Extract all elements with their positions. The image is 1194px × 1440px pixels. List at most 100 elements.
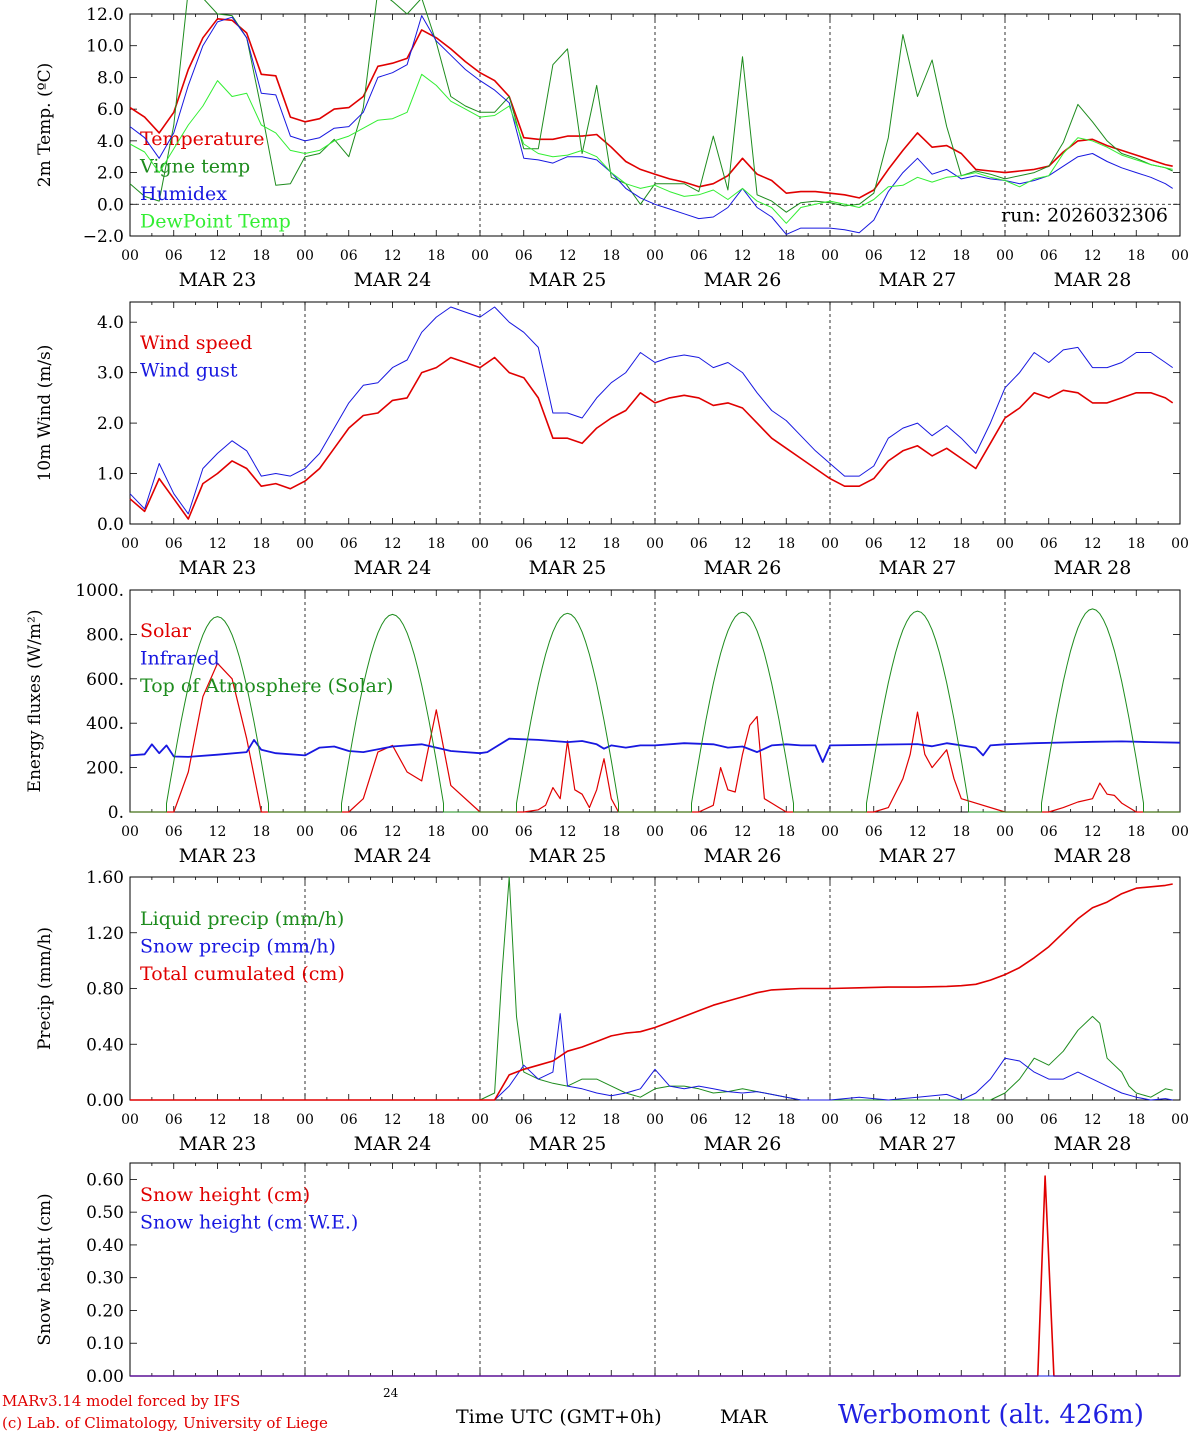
x-tick-label: 06 [690,824,708,840]
x-tick-label: 06 [515,824,533,840]
legend-entry: Snow precip (mm/h) [140,936,336,958]
x-tick-label: 00 [1171,536,1189,552]
x-tick-label: 00 [1171,1112,1189,1128]
x-tick-label: 12 [909,248,927,264]
series-line-red [130,883,1173,1101]
legend-entry: Humidex [140,183,227,205]
x-tick-label: 18 [1127,248,1145,264]
day-label: MAR 28 [1054,1133,1132,1155]
x-tick-label: 18 [427,536,445,552]
panel-precip: 00 06 12 18 00 06 12 18 00 06 12 18 00 06 12 18 00 06 12 18… [35,868,1189,1155]
day-label: MAR 27 [879,845,957,867]
x-tick-label: 12 [209,248,227,264]
x-tick-label: 18 [602,248,620,264]
y-tick-label: 12.0 [86,5,124,25]
y-tick-label: 0.60 [86,1170,124,1190]
x-tick-label: 18 [252,248,270,264]
series-line-blue [129,15,1173,235]
x-tick-label: 12 [909,536,927,552]
y-tick-label: 1000. [75,581,124,601]
series-line-red [129,18,1173,199]
x-tick-label: 12 [209,1112,227,1128]
day-label: MAR 26 [704,1133,782,1155]
x-tick-label: 12 [1084,536,1102,552]
day-label: MAR 25 [529,557,607,579]
y-tick-label: 1.0 [97,465,124,485]
y-tick-label: 4.0 [97,132,124,152]
x-tick-label: 18 [602,536,620,552]
y-tick-label: 0.0 [97,515,124,535]
y-tick-label: 3.0 [97,364,124,384]
day-label: MAR 27 [879,1133,957,1155]
y-tick-label: 2.0 [97,164,124,184]
x-tick-label: 12 [734,1112,752,1128]
x-tick-label: 06 [865,248,883,264]
day-label: MAR 24 [354,845,432,867]
x-tick-label: 18 [602,824,620,840]
x-tick-label: 00 [821,536,839,552]
y-tick-label: 0. [108,803,124,823]
month-label: MAR [720,1406,768,1428]
day-label: MAR 25 [529,269,607,291]
y-tick-label: 0.00 [86,1367,124,1387]
panel-snow: 0.00 0.10 0.20 0.30 0.40 0.50 0.60 Snow height … [35,1162,1181,1387]
x-axis-title: Time UTC (GMT+0h) [456,1406,662,1428]
day-label: MAR 26 [704,845,782,867]
series-line-lightgreen [129,73,1173,224]
x-tick-label: 06 [865,536,883,552]
panel-flux: 00 06 12 18 00 06 12 18 00 06 12 18 00 06 12 18 00 06 12 18… [25,581,1189,867]
panel-temp: 00 06 12 18 00 06 12 18 00 06 12 18 00 06 12 18 00 06 12 18… [35,0,1189,291]
y-axis-label: Snow height (cm) [35,1193,55,1345]
day-label: MAR 23 [179,557,257,579]
x-tick-label: 06 [865,1112,883,1128]
x-tick-label: 06 [340,824,358,840]
day-label: MAR 28 [1054,557,1132,579]
y-tick-label: 0.20 [86,1301,124,1321]
x-tick-label: 00 [1171,824,1189,840]
x-tick-label: 18 [952,536,970,552]
series-line-green [130,608,1180,813]
day-label: MAR 23 [179,269,257,291]
y-tick-label: 10.0 [86,37,124,57]
legend-entry: Infrared [140,648,220,670]
x-tick-label: 12 [559,1112,577,1128]
x-tick-label: 18 [777,536,795,552]
x-tick-label: 00 [646,1112,664,1128]
y-tick-label: 0.40 [86,1236,124,1256]
y-tick-label: 1.20 [86,924,124,944]
x-tick-label: 06 [515,536,533,552]
y-tick-label: −2.0 [83,227,124,247]
legend-entry: Solar [140,620,192,642]
x-tick-label: 12 [734,248,752,264]
x-tick-label: 00 [996,1112,1014,1128]
x-tick-label: 12 [1084,248,1102,264]
x-tick-label: 12 [384,536,402,552]
day-label: MAR 24 [354,269,432,291]
series-line-blue [130,1013,1173,1101]
x-tick-label: 00 [996,824,1014,840]
y-tick-label: 0.00 [86,1091,124,1111]
x-tick-label: 18 [952,824,970,840]
x-tick-label: 18 [427,248,445,264]
y-tick-label: 400. [86,714,124,734]
x-tick-label: 12 [559,248,577,264]
x-tick-label: 00 [121,536,139,552]
y-tick-label: 0.40 [86,1035,124,1055]
x-tick-label: 00 [121,824,139,840]
x-tick-label: 00 [296,1112,314,1128]
x-tick-label: 06 [165,248,183,264]
day-label: MAR 24 [354,557,432,579]
day-label: MAR 23 [179,845,257,867]
legend-entry: Snow height (cm W.E.) [140,1212,358,1234]
x-tick-label: 18 [427,824,445,840]
x-tick-label: 18 [952,1112,970,1128]
x-tick-label: 18 [427,1112,445,1128]
day-marker: 24 [383,1386,399,1400]
series-line-red [129,356,1174,520]
x-tick-label: 12 [559,824,577,840]
day-label: MAR 25 [529,1133,607,1155]
x-tick-label: 06 [515,248,533,264]
legend-entry: Wind speed [140,332,252,354]
y-axis-label: Energy fluxes (W/m²) [25,610,45,793]
x-tick-label: 12 [1084,1112,1102,1128]
